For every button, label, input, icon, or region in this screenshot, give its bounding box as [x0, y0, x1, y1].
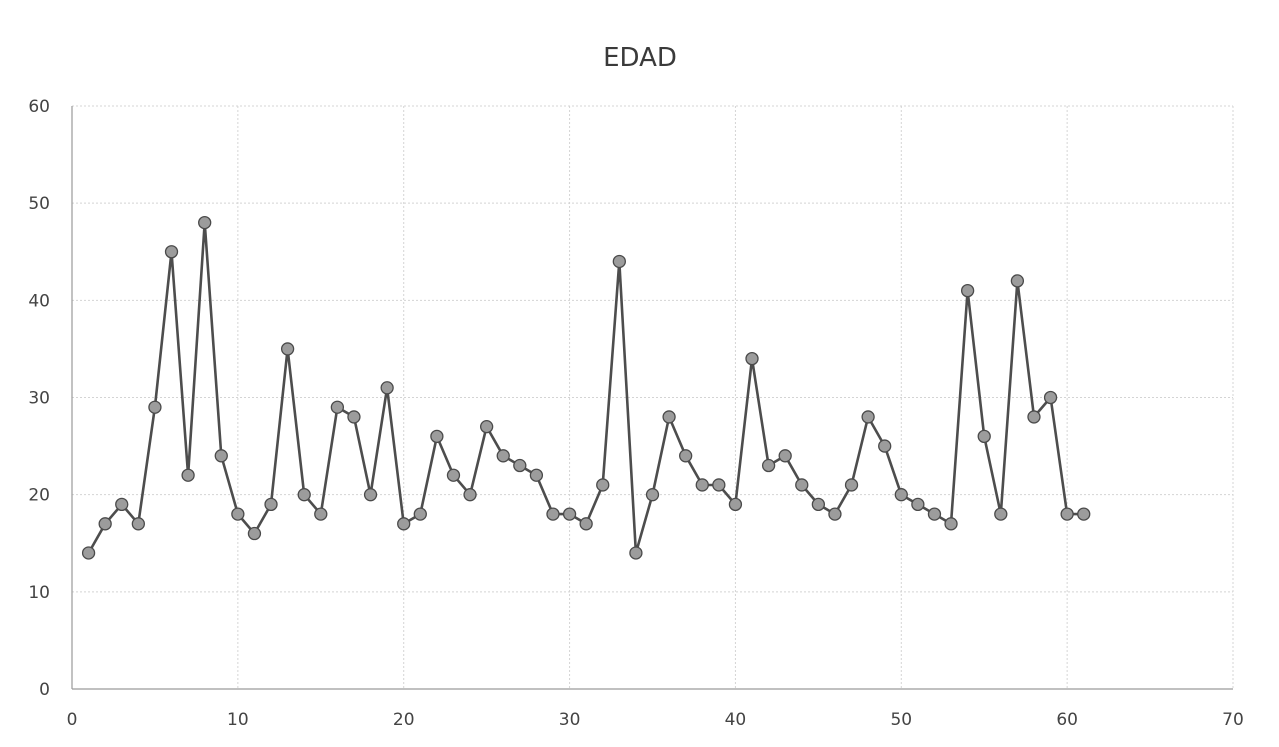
data-point	[960, 283, 975, 298]
data-point	[513, 458, 527, 473]
data-point	[994, 507, 1008, 521]
y-tick-label: 30	[28, 389, 50, 409]
data-point	[612, 254, 626, 269]
data-point	[131, 517, 145, 531]
data-point	[479, 419, 494, 434]
y-tick-label: 10	[28, 583, 50, 603]
data-point	[463, 488, 477, 502]
data-point	[844, 478, 859, 492]
data-point	[496, 449, 510, 463]
x-tick-label: 50	[890, 710, 912, 730]
data-point	[115, 497, 129, 512]
data-point	[1077, 507, 1091, 521]
y-tick-label: 60	[28, 97, 50, 117]
data-point	[894, 488, 908, 502]
gridlines	[72, 105, 1234, 689]
data-point	[679, 449, 693, 463]
data-point	[695, 478, 709, 492]
data-point	[645, 488, 660, 502]
data-point	[214, 449, 228, 463]
y-tick-label: 40	[28, 291, 50, 311]
data-point	[728, 497, 743, 512]
data-point	[861, 410, 875, 424]
x-tick-labels: 0 10 20 30 40 50 60 70	[67, 710, 1244, 730]
data-point	[198, 215, 212, 230]
data-point	[397, 517, 411, 531]
y-tick-labels: 0 10 20 30 40 50 60	[28, 97, 50, 700]
data-point	[778, 449, 792, 463]
data-point	[148, 400, 162, 414]
x-tick-label: 0	[67, 710, 78, 730]
x-tick-label: 30	[559, 710, 581, 730]
data-point	[231, 507, 245, 521]
data-point	[662, 410, 676, 424]
data-point	[629, 546, 643, 560]
data-point	[977, 429, 991, 444]
data-point	[1027, 410, 1041, 424]
data-point	[944, 517, 958, 531]
data-point	[81, 546, 96, 560]
data-point	[430, 429, 444, 444]
x-tick-label: 40	[725, 710, 747, 730]
series-edad	[81, 215, 1091, 560]
data-point	[297, 488, 311, 502]
data-point	[761, 458, 776, 473]
data-point	[596, 478, 610, 492]
data-point	[1043, 390, 1058, 405]
chart-title: EDAD	[603, 43, 677, 73]
data-point	[363, 488, 378, 502]
data-point	[546, 507, 560, 521]
data-point	[380, 381, 394, 395]
data-point	[828, 507, 842, 521]
data-point	[247, 526, 262, 541]
data-point	[562, 507, 577, 521]
axes	[71, 106, 1233, 690]
x-tick-label: 60	[1056, 710, 1078, 730]
data-point	[330, 400, 345, 414]
data-point	[529, 468, 544, 482]
data-point	[1010, 274, 1025, 288]
data-point	[811, 497, 826, 512]
data-point	[712, 478, 726, 492]
data-point	[314, 507, 328, 521]
x-tick-label: 70	[1222, 710, 1244, 730]
data-point	[98, 517, 112, 531]
data-point	[347, 410, 361, 424]
y-tick-label: 0	[39, 680, 50, 700]
x-tick-label: 20	[393, 710, 415, 730]
data-point	[795, 478, 809, 492]
y-tick-label: 20	[28, 486, 50, 506]
data-point	[1060, 507, 1074, 521]
data-point	[927, 507, 942, 521]
x-tick-label: 10	[227, 710, 249, 730]
y-tick-label: 50	[28, 194, 50, 214]
data-point	[446, 468, 461, 482]
data-point	[579, 517, 593, 531]
data-point	[911, 497, 925, 512]
data-point	[280, 342, 295, 356]
data-point	[264, 497, 278, 512]
data-point	[413, 507, 427, 521]
data-point	[181, 468, 195, 482]
data-point	[878, 439, 892, 453]
data-point	[164, 245, 179, 259]
data-point	[745, 351, 759, 366]
